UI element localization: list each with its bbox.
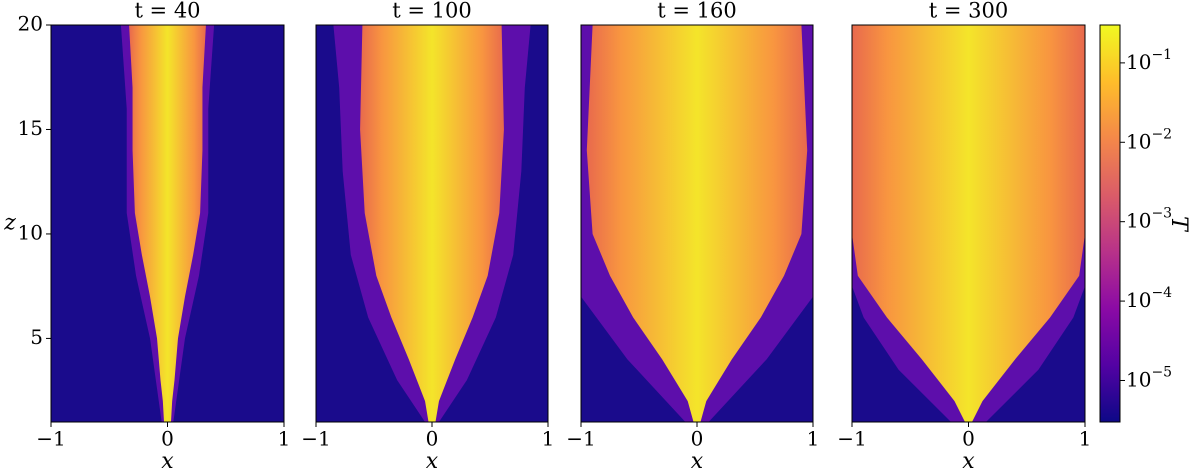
- x-label: x: [426, 449, 439, 474]
- x-label: x: [691, 449, 704, 474]
- heatmap: [316, 25, 548, 422]
- colorbar-label: T: [1166, 216, 1191, 233]
- x-tick-label: 1: [278, 427, 291, 451]
- x-tick-label: 1: [542, 427, 555, 451]
- colorbar-tick-label: 10−3: [1126, 206, 1172, 233]
- heatmap: [581, 25, 813, 422]
- x-tick-label: −1: [837, 427, 866, 451]
- plume: [852, 25, 1085, 422]
- y-tick-label: 20: [18, 12, 43, 36]
- x-tick-label: −1: [301, 427, 330, 451]
- colorbar-tick-label: 10−1: [1126, 47, 1172, 73]
- x-tick-label: 0: [161, 427, 174, 451]
- y-label: z: [3, 211, 16, 236]
- colorbar-tick-label: 10−2: [1126, 126, 1172, 153]
- panel-title: t = 40: [134, 0, 200, 23]
- x-label: x: [161, 449, 174, 474]
- heatmap: [852, 25, 1085, 422]
- x-tick-label: 0: [426, 427, 439, 451]
- plume: [360, 25, 504, 422]
- x-tick-label: −1: [566, 427, 595, 451]
- colorbar-tick-label: 10−5: [1126, 364, 1172, 391]
- x-label: x: [962, 449, 975, 474]
- y-tick-label: 5: [30, 325, 43, 349]
- panel-title: t = 300: [929, 0, 1008, 23]
- x-tick-label: 1: [807, 427, 820, 451]
- x-tick-label: 0: [962, 427, 975, 451]
- plume: [129, 25, 206, 422]
- plume: [586, 25, 808, 422]
- heatmap: [51, 25, 284, 422]
- x-tick-label: 1: [1079, 427, 1092, 451]
- x-tick-label: −1: [36, 427, 65, 451]
- colorbar-tick-label: 10−4: [1126, 285, 1172, 312]
- colorbar: [1099, 24, 1121, 423]
- y-tick-label: 10: [18, 220, 43, 244]
- x-tick-label: 0: [691, 427, 704, 451]
- panel-title: t = 160: [657, 0, 736, 23]
- y-tick-label: 15: [18, 116, 43, 140]
- panel-title: t = 100: [392, 0, 471, 23]
